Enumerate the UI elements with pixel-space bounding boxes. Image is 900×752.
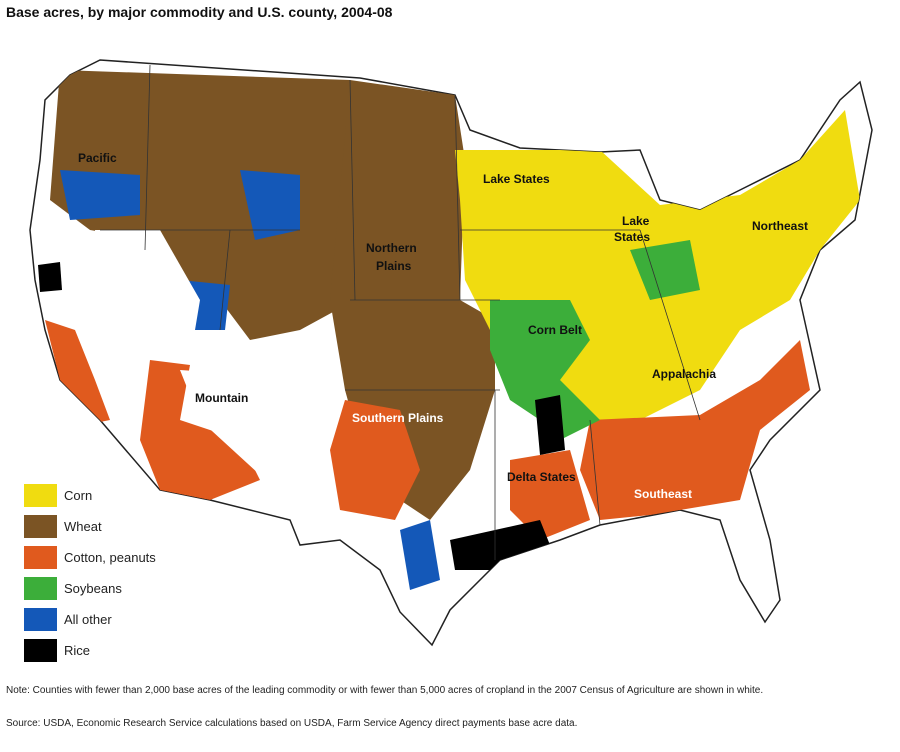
soybean-region xyxy=(490,300,600,440)
legend-label: All other xyxy=(64,612,112,627)
region-label-delta-states: Delta States xyxy=(507,470,576,484)
legend-swatch xyxy=(24,484,57,507)
legend-item-cotton: Cotton, peanuts xyxy=(24,542,156,573)
region-label-pacific: Pacific xyxy=(78,151,117,165)
rice-region-gulf xyxy=(450,520,550,570)
legend-item-all-other: All other xyxy=(24,604,156,635)
legend-swatch xyxy=(24,608,57,631)
cotton-region-california xyxy=(45,320,110,425)
rice-region-arkansas xyxy=(535,395,565,455)
legend-label: Corn xyxy=(64,488,93,503)
legend-item-corn: Corn xyxy=(24,480,156,511)
rice-region-california xyxy=(38,262,62,292)
legend-swatch xyxy=(24,639,57,662)
cotton-region-southeast xyxy=(580,340,810,520)
region-label-mountain: Mountain xyxy=(195,391,248,405)
cotton-region-texas xyxy=(330,400,420,520)
legend-swatch xyxy=(24,577,57,600)
region-label-corn-belt: Corn Belt xyxy=(528,323,582,337)
region-label-northern-plains-a: Northern xyxy=(366,241,417,255)
region-label-southern-plains: Southern Plains xyxy=(352,411,444,425)
region-label-northern-plains-b: Plains xyxy=(376,259,412,273)
other-region-pacific xyxy=(60,170,140,220)
us-county-map: Pacific Lake States Lake States Northeas… xyxy=(29,59,873,646)
legend-item-rice: Rice xyxy=(24,635,156,666)
legend-swatch xyxy=(24,546,57,569)
map-note: Note: Counties with fewer than 2,000 bas… xyxy=(6,685,764,696)
other-region-idaho xyxy=(240,170,300,240)
cotton-region-delta xyxy=(510,450,590,540)
legend-label: Wheat xyxy=(64,519,102,534)
wheat-region-northwest xyxy=(50,70,355,340)
state-borders xyxy=(100,64,701,560)
legend-item-wheat: Wheat xyxy=(24,511,156,542)
region-label-appalachia: Appalachia xyxy=(652,367,716,381)
legend-label: Cotton, peanuts xyxy=(64,550,156,565)
region-label-southeast: Southeast xyxy=(634,487,692,501)
white-region-nevada xyxy=(95,230,200,360)
region-label-lake-states-2b: States xyxy=(614,230,650,244)
map-title: Base acres, by major commodity and U.S. … xyxy=(6,4,393,20)
legend-swatch xyxy=(24,515,57,538)
region-label-lake-states-2a: Lake xyxy=(622,214,650,228)
white-region-southwest xyxy=(180,370,330,475)
legend-label: Soybeans xyxy=(64,581,122,596)
region-label-northeast: Northeast xyxy=(752,219,808,233)
cotton-region-arizona xyxy=(140,360,260,500)
other-region-texas xyxy=(400,520,440,590)
legend-item-soybeans: Soybeans xyxy=(24,573,156,604)
legend: Corn Wheat Cotton, peanuts Soybeans All … xyxy=(24,480,156,666)
map-source: Source: USDA, Economic Research Service … xyxy=(6,718,578,729)
legend-label: Rice xyxy=(64,643,91,658)
region-label-lake-states: Lake States xyxy=(483,172,550,186)
